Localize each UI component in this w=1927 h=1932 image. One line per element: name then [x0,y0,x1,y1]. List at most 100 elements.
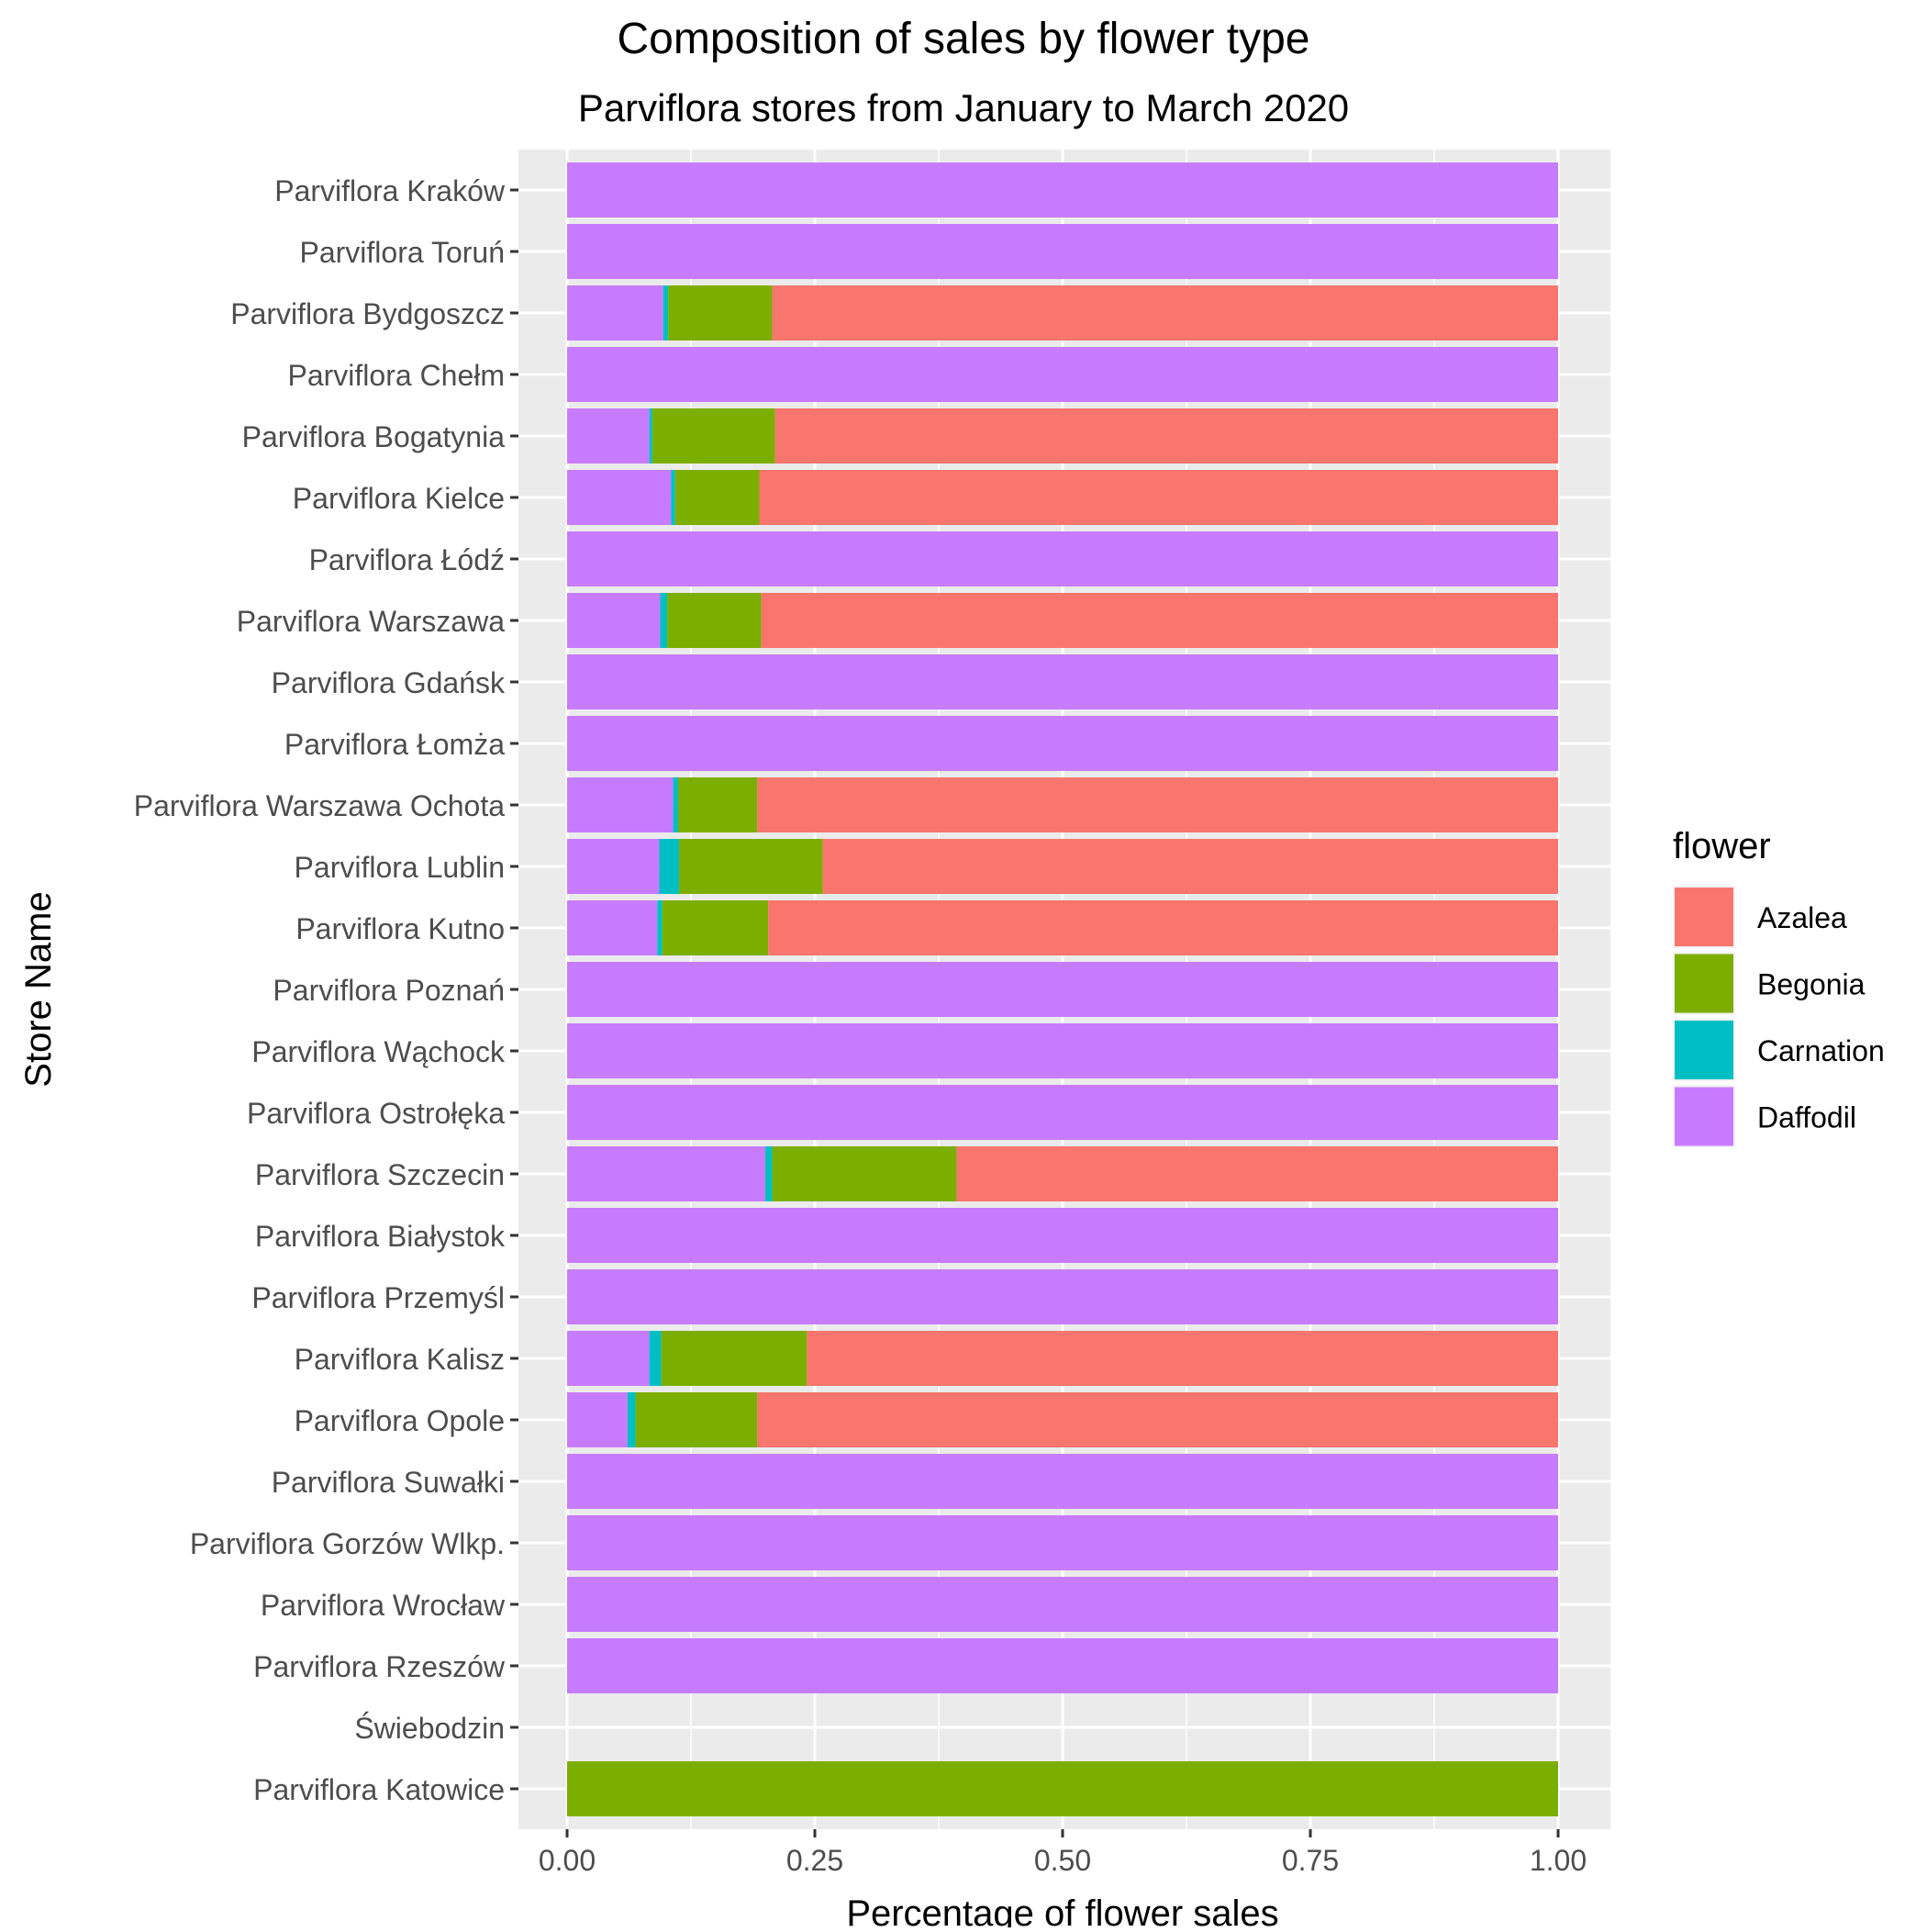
y-tick-label: Parviflora Wrocław [261,1589,506,1622]
bar-begonia-parviflora-kielce [674,470,760,525]
y-tick-label: Parviflora Gorzów Wlkp. [190,1527,505,1560]
y-tick-label: Parviflora Rzeszów [253,1650,506,1683]
bar-carnation-parviflora-kielce [671,470,675,525]
y-tick-label: Parviflora Bogatynia [242,420,506,453]
bar-daffodil-parviflora-suwalki [567,1454,1558,1509]
y-tick-label: Świebodzin [354,1712,505,1745]
y-tick-label: Parviflora Łomża [284,728,505,761]
bar-azalea-parviflora-bydgoszcz [772,285,1558,341]
bar-begonia-parviflora-kutno [662,900,769,955]
bar-daffodil-parviflora-rzeszow [567,1638,1558,1693]
y-tick-label: Parviflora Przemyśl [251,1281,505,1314]
x-axis-title: Percentage of flower sales [846,1893,1278,1927]
legend-label-daffodil: Daffodil [1757,1101,1856,1134]
y-tick-label: Parviflora Kielce [293,482,505,515]
bar-begonia-parviflora-szczecin [772,1146,957,1201]
legend-label-carnation: Carnation [1757,1034,1885,1067]
bar-carnation-parviflora-warszawa-ochota [673,777,678,832]
y-tick-label: Parviflora Białystok [255,1220,506,1253]
bar-carnation-parviflora-bydgoszcz [663,285,669,341]
chart-subtitle: Parviflora stores from January to March … [578,86,1349,129]
legend-title: flower [1673,826,1771,866]
y-tick-label: Parviflora Łódź [309,543,505,576]
bars [567,162,1558,1816]
y-tick-label: Parviflora Opole [295,1404,505,1437]
legend-items: Azalea Begonia Carnation Daffodil [1673,886,1885,1148]
y-tick-label: Parviflora Wąchock [251,1035,506,1068]
bar-carnation-parviflora-kalisz [649,1331,662,1386]
chart-title: Composition of sales by flower type [617,15,1309,63]
bar-carnation-parviflora-bogatynia [649,408,652,463]
bar-daffodil-parviflora-bydgoszcz [567,285,663,341]
y-tick-label: Parviflora Kutno [295,912,505,945]
y-tick-label: Parviflora Kraków [274,174,506,207]
x-tick-label: 0.50 [1034,1844,1091,1877]
bar-begonia-parviflora-bogatynia [652,408,775,463]
bar-daffodil-parviflora-krakow [567,162,1558,218]
legend-label-begonia: Begonia [1757,968,1866,1001]
bar-azalea-parviflora-bogatynia [774,408,1558,463]
y-tick-label: Parviflora Lublin [295,851,505,884]
bar-daffodil-parviflora-warszawa-ochota [567,777,674,832]
bar-daffodil-parviflora-kutno [567,900,658,955]
bar-daffodil-parviflora-przemysl [567,1269,1558,1324]
y-axis-title: Store Name [18,891,59,1087]
y-tick-label: Parviflora Warszawa Ochota [134,789,505,822]
y-tick-label: Parviflora Warszawa [237,605,505,638]
x-tick-label: 0.25 [786,1844,843,1877]
y-tick-label: Parviflora Ostrołęka [247,1097,505,1130]
bar-daffodil-parviflora-opole [567,1392,628,1447]
x-tick-label: 0.00 [539,1844,596,1877]
x-tick-label: 0.75 [1282,1844,1339,1877]
bar-begonia-parviflora-warszawa [667,593,762,648]
bar-daffodil-parviflora-kielce [567,470,672,525]
y-tick-label: Parviflora Szczecin [255,1158,505,1191]
bar-azalea-parviflora-kutno [768,900,1558,955]
bar-daffodil-parviflora-ostroleka [567,1085,1558,1140]
bar-carnation-parviflora-opole [627,1392,636,1447]
bar-azalea-parviflora-szczecin [956,1146,1558,1201]
x-tick-label: 1.00 [1530,1844,1587,1877]
y-tick-label: Parviflora Katowice [253,1773,505,1806]
legend-swatch-daffodil [1675,1087,1733,1146]
bar-daffodil-parviflora-szczecin [567,1146,765,1201]
x-axis: 0.00 0.25 0.50 0.75 1.00 [539,1829,1587,1877]
bar-begonia-parviflora-opole [635,1392,758,1447]
bar-begonia-parviflora-lublin [679,839,823,894]
bar-daffodil-parviflora-chelm [567,347,1558,402]
bar-daffodil-parviflora-lodz [567,531,1558,586]
legend-label-azalea: Azalea [1757,901,1847,934]
legend-swatch-carnation [1675,1021,1733,1079]
legend-swatch-begonia [1675,954,1733,1013]
bar-begonia-parviflora-katowice [567,1761,1558,1816]
bar-daffodil-parviflora-wroclaw [567,1577,1558,1632]
y-tick-label: Parviflora Suwałki [272,1466,505,1499]
y-tick-label: Parviflora Poznań [273,974,505,1007]
legend: flower Azalea Begonia Carnation Daffodil [1673,826,1885,1148]
bar-daffodil-parviflora-lomza [567,716,1558,771]
bar-begonia-parviflora-kalisz [661,1331,808,1386]
bar-daffodil-parviflora-wachock [567,1023,1558,1078]
bar-carnation-parviflora-szczecin [765,1146,773,1201]
bar-carnation-parviflora-warszawa [660,593,668,648]
y-tick-label: Parviflora Kalisz [295,1343,505,1376]
bar-begonia-parviflora-warszawa-ochota [677,777,758,832]
bar-azalea-parviflora-warszawa [761,593,1558,648]
bar-azalea-parviflora-warszawa-ochota [757,777,1558,832]
bar-daffodil-parviflora-bialystok [567,1208,1558,1263]
bar-daffodil-parviflora-poznan [567,962,1558,1017]
bar-daffodil-parviflora-warszawa [567,593,661,648]
y-axis: Parviflora Kraków Parviflora Toruń Parvifl… [134,174,518,1806]
bar-azalea-parviflora-lublin [822,839,1558,894]
bar-daffodil-parviflora-gdansk [567,654,1558,709]
bar-daffodil-parviflora-bogatynia [567,408,650,463]
y-tick-label: Parviflora Gdańsk [272,666,506,699]
y-tick-label: Parviflora Bydgoszcz [230,297,505,330]
bar-daffodil-parviflora-gorzow-wlkp [567,1515,1558,1570]
bar-begonia-parviflora-bydgoszcz [668,285,773,341]
y-tick-label: Parviflora Chełm [287,359,505,392]
bar-daffodil-parviflora-kalisz [567,1331,650,1386]
legend-swatch-azalea [1675,888,1733,946]
